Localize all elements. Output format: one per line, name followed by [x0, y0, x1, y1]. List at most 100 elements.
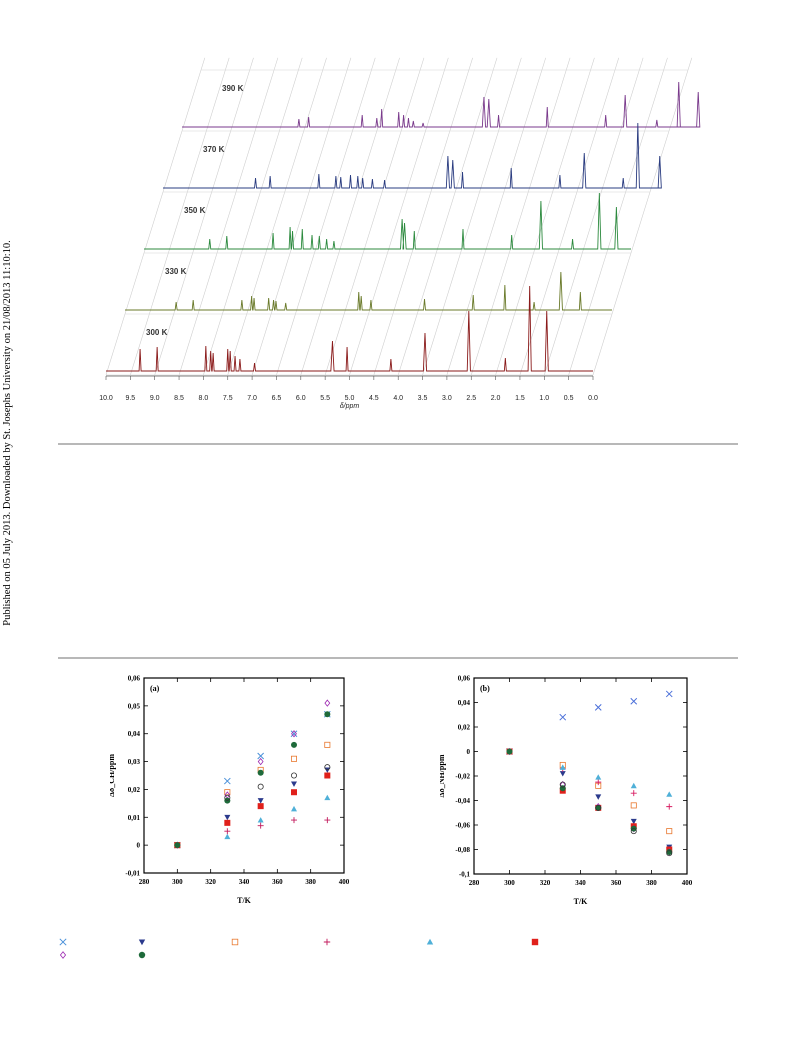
nmr-trace — [144, 192, 631, 250]
data-point — [630, 818, 637, 825]
y-tick-label: -0,1 — [459, 871, 471, 879]
y-tick-label: 0,06 — [128, 675, 141, 683]
y-tick-label: 0,06 — [458, 675, 471, 683]
nmr-tick-label: 5.5 — [320, 395, 330, 402]
x-tick-label: 360 — [272, 878, 283, 886]
divider-top — [58, 443, 738, 445]
nmr-tick-label: 7.5 — [223, 395, 233, 402]
x-tick-label: 340 — [239, 878, 250, 886]
chart-title: (a) — [150, 684, 160, 693]
x-tick-label: 360 — [611, 879, 622, 887]
data-point — [665, 690, 673, 698]
nmr-trace — [182, 81, 701, 128]
nmr-tick-label: 0.0 — [588, 395, 598, 402]
nmr-temperature-label: 390 K — [222, 84, 244, 93]
series — [174, 699, 331, 849]
chart-b-delta-nh: 280 300 320 340 360 380 400 -0,1 -0,08 -0,06 -0,04… — [440, 675, 693, 907]
nmr-trace — [163, 122, 662, 189]
data-point — [224, 819, 231, 826]
series — [559, 781, 673, 857]
nmr-tick-label: 4.5 — [369, 395, 379, 402]
plot-frame — [473, 677, 688, 875]
data-point — [595, 779, 602, 786]
nmr-tick-label: 2.5 — [466, 395, 476, 402]
x-tick-label: 400 — [682, 879, 693, 887]
data-point — [138, 951, 146, 959]
data-point — [666, 850, 673, 857]
y-axis-label: Δδ_CH/ppm — [110, 754, 116, 797]
data-point — [324, 817, 331, 824]
x-tick-label: 340 — [575, 879, 586, 887]
nmr-tick-label: 8.0 — [199, 395, 209, 402]
nmr-grid — [105, 57, 693, 376]
series — [506, 748, 673, 810]
nmr-tick-label: 2.0 — [491, 395, 501, 402]
nmr-tick-label: 10.0 — [99, 395, 113, 402]
nmr-tick-label: 1.0 — [539, 395, 549, 402]
series — [506, 690, 673, 755]
y-tick-label: -0,06 — [455, 822, 470, 830]
data-point — [666, 848, 673, 855]
nmr-tick-label: 6.5 — [272, 395, 282, 402]
data-point — [666, 828, 673, 835]
series — [174, 772, 331, 849]
x-axis-label: T/K — [574, 897, 589, 906]
data-point — [257, 803, 264, 810]
data-point — [59, 951, 67, 959]
data-point — [426, 938, 434, 945]
x-tick-label: 300 — [172, 878, 183, 886]
data-point — [559, 771, 566, 777]
data-point — [257, 798, 264, 804]
nmr-temperature-label: 370 K — [203, 145, 225, 154]
nmr-tick-label: 9.0 — [150, 395, 160, 402]
data-point — [630, 802, 637, 809]
y-tick-label: 0 — [137, 842, 141, 850]
data-point — [59, 938, 67, 946]
data-point — [559, 781, 566, 788]
nmr-spectrum: 390 K — [182, 81, 701, 128]
chart-a-delta-ch: 280 300 320 340 360 380 400 -0,01 0 0,01 0,02 0,03 0… — [110, 675, 350, 906]
nmr-trace — [125, 271, 612, 311]
x-tick-label: 320 — [205, 878, 216, 886]
x-tick-label: 280 — [139, 878, 150, 886]
y-tick-label: 0,01 — [128, 814, 141, 822]
y-axis-label: Δδ_NH/ppm — [440, 754, 446, 797]
series — [506, 748, 673, 853]
data-point — [257, 783, 264, 790]
legend-marker — [323, 938, 331, 946]
legend-marker — [138, 951, 146, 959]
data-point — [506, 748, 513, 755]
y-tick-label: -0,01 — [125, 870, 140, 878]
data-point — [291, 817, 297, 824]
data-point — [324, 699, 331, 707]
nmr-temperature-label: 350 K — [184, 206, 206, 215]
series — [506, 748, 673, 855]
series — [506, 748, 673, 797]
y-tick-label: 0,02 — [128, 786, 141, 794]
y-tick-label: 0,03 — [128, 758, 141, 766]
nmr-spectrum: 330 K — [125, 267, 612, 311]
data-point — [291, 781, 297, 787]
x-tick-label: 380 — [646, 879, 657, 887]
data-point — [630, 782, 637, 789]
series — [174, 817, 331, 849]
series — [506, 748, 673, 835]
data-point — [290, 772, 297, 779]
y-tick-label: 0,04 — [458, 699, 471, 707]
data-point — [324, 794, 331, 801]
legend-marker — [426, 938, 434, 945]
data-point — [257, 757, 264, 766]
data-point — [257, 817, 264, 823]
data-point — [257, 822, 264, 829]
x-axis-label: T/K — [237, 896, 252, 905]
plot-frame — [143, 677, 345, 874]
nmr-tick-label: 9.5 — [125, 395, 135, 402]
y-tick-label: 0,05 — [128, 702, 141, 710]
data-point — [324, 767, 331, 773]
nmr-tick-label: 8.5 — [174, 395, 184, 402]
x-tick-label: 280 — [469, 879, 480, 887]
legend-marker — [59, 938, 67, 946]
nmr-spectrum: 350 K — [144, 192, 631, 250]
data-point — [224, 828, 231, 835]
data-point — [324, 711, 331, 718]
